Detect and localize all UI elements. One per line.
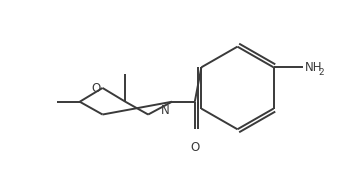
Text: O: O: [91, 82, 101, 95]
Text: O: O: [190, 141, 199, 154]
Text: 2: 2: [318, 68, 324, 77]
Text: NH: NH: [305, 61, 323, 74]
Text: N: N: [161, 104, 170, 117]
